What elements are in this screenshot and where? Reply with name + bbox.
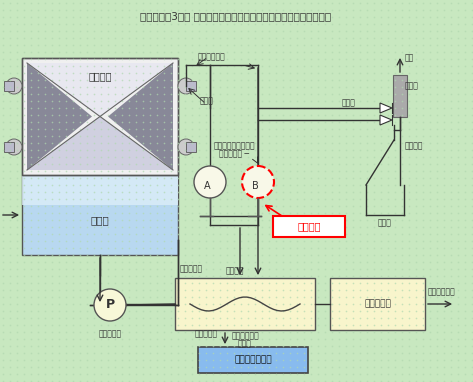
- Polygon shape: [27, 63, 92, 170]
- FancyBboxPatch shape: [393, 75, 407, 117]
- FancyBboxPatch shape: [4, 142, 14, 152]
- Polygon shape: [108, 63, 173, 170]
- Text: ピット: ピット: [378, 218, 392, 227]
- FancyBboxPatch shape: [22, 58, 178, 175]
- Text: 軸封部: 軸封部: [200, 96, 214, 105]
- Text: 排気ファン ─: 排気ファン ─: [219, 149, 249, 158]
- FancyBboxPatch shape: [198, 347, 308, 373]
- Text: 給水加熱器: 給水加熱器: [364, 299, 391, 309]
- Text: B: B: [252, 181, 258, 191]
- Text: グランド蒸気: グランド蒸気: [231, 331, 259, 340]
- Text: 復水器: 復水器: [91, 215, 109, 225]
- Text: 排気管: 排気管: [405, 81, 419, 90]
- Text: グランド蒸気復水器: グランド蒸気復水器: [213, 141, 255, 150]
- FancyBboxPatch shape: [175, 278, 315, 330]
- FancyBboxPatch shape: [186, 142, 196, 152]
- FancyBboxPatch shape: [22, 175, 178, 255]
- FancyBboxPatch shape: [273, 216, 345, 237]
- Text: 蒸気発生器へ: 蒸気発生器へ: [428, 287, 456, 296]
- Text: A: A: [204, 181, 210, 191]
- Text: （空気）: （空気）: [226, 266, 245, 275]
- Text: 復水回収タンク: 復水回収タンク: [234, 356, 272, 364]
- Polygon shape: [27, 63, 173, 117]
- Circle shape: [94, 289, 126, 321]
- Circle shape: [194, 166, 226, 198]
- Text: 当該箇所: 当該箇所: [297, 222, 321, 231]
- Text: 復水器: 復水器: [238, 339, 252, 348]
- Text: （凝縮水）: （凝縮水）: [180, 264, 203, 273]
- Text: タービン: タービン: [88, 71, 112, 81]
- Text: （凝縮水）: （凝縮水）: [195, 329, 218, 338]
- Circle shape: [6, 139, 22, 155]
- FancyBboxPatch shape: [4, 81, 14, 91]
- Text: 復水ポンプ: 復水ポンプ: [98, 329, 122, 338]
- FancyBboxPatch shape: [330, 278, 425, 330]
- Circle shape: [178, 78, 194, 94]
- Polygon shape: [22, 175, 178, 205]
- Circle shape: [178, 139, 194, 155]
- Text: 大気: 大気: [405, 53, 414, 62]
- Circle shape: [6, 78, 22, 94]
- Circle shape: [242, 166, 274, 198]
- Polygon shape: [380, 103, 392, 113]
- Text: 伊方発電所3号機 グランド蒸気復水器排気ファンまわり系統概略図: 伊方発電所3号機 グランド蒸気復水器排気ファンまわり系統概略図: [140, 11, 332, 21]
- Polygon shape: [380, 115, 392, 125]
- Text: P: P: [105, 298, 114, 311]
- Text: ドレン管: ドレン管: [405, 141, 423, 150]
- Polygon shape: [27, 117, 173, 170]
- Text: 逆止弁: 逆止弁: [342, 98, 356, 107]
- FancyBboxPatch shape: [186, 81, 196, 91]
- Text: グランド蒸気: グランド蒸気: [198, 52, 226, 61]
